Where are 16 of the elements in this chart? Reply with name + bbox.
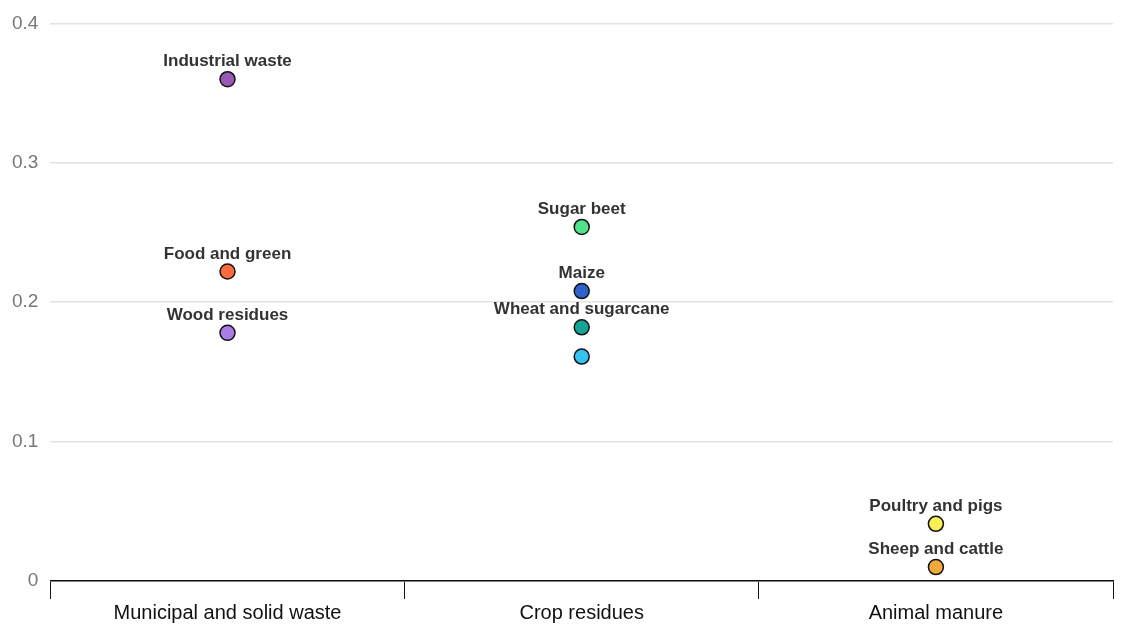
series-label: Food and green (163, 243, 292, 263)
y-tick-label: 0.2 (11, 290, 39, 312)
y-tick-label: 0.1 (11, 429, 39, 451)
series-label: Maize (558, 263, 605, 283)
x-tick-label: Animal manure (868, 600, 1004, 623)
series-label: Sheep and cattle (868, 539, 1004, 559)
y-tick-label: 0 (27, 569, 39, 591)
series-label: Poultry and pigs (869, 496, 1003, 516)
series-label: Sugar beet (537, 199, 626, 219)
series-label: Industrial waste (163, 51, 292, 71)
series-label: Wood residues (166, 305, 289, 325)
x-tick-label: Municipal and solid waste (113, 600, 342, 623)
x-tick-label: Crop residues (519, 600, 644, 623)
y-tick-label: 0.3 (11, 151, 39, 173)
y-tick-label: 0.4 (11, 11, 39, 33)
series-label: Wheat and sugarcane (493, 299, 670, 319)
